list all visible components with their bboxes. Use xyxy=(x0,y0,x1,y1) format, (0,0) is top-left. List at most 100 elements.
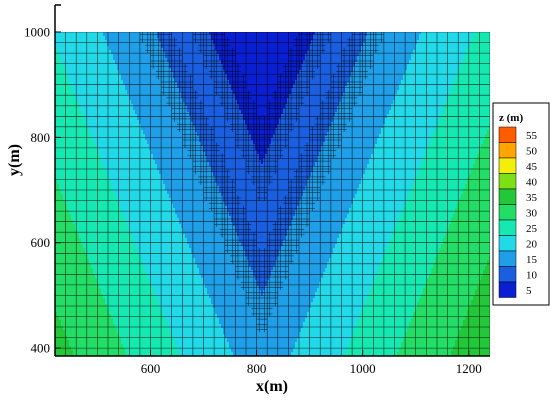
contour-cell xyxy=(111,256,113,258)
contour-cell xyxy=(111,100,113,102)
contour-cell xyxy=(71,112,73,114)
contour-cell xyxy=(105,70,107,72)
contour-cell xyxy=(93,296,95,298)
contour-cell xyxy=(111,204,113,206)
contour-cell xyxy=(83,328,85,330)
contour-cell xyxy=(61,128,63,130)
contour-cell xyxy=(91,318,93,320)
contour-cell xyxy=(101,244,103,246)
contour-cell xyxy=(57,164,59,166)
contour-cell xyxy=(111,234,113,236)
contour-cell xyxy=(93,248,95,250)
contour-cell xyxy=(67,152,69,154)
contour-cell xyxy=(81,118,83,120)
contour-cell xyxy=(67,214,69,216)
contour-cell xyxy=(81,172,83,174)
contour-cell xyxy=(99,96,101,98)
contour-cell xyxy=(59,174,61,176)
contour-cell xyxy=(63,338,65,340)
contour-cell xyxy=(79,212,81,214)
contour-cell xyxy=(99,180,101,182)
contour-cell xyxy=(73,218,75,220)
contour-cell xyxy=(71,270,73,272)
contour-cell xyxy=(69,212,71,214)
contour-cell xyxy=(87,218,89,220)
contour-cell xyxy=(109,66,111,68)
contour-cell xyxy=(109,258,111,260)
contour-cell xyxy=(59,314,61,316)
contour-cell xyxy=(81,180,83,182)
contour-cell xyxy=(61,186,63,188)
contour-cell xyxy=(61,192,63,194)
contour-cell xyxy=(73,148,75,150)
contour-cell xyxy=(63,180,65,182)
contour-cell xyxy=(93,82,95,84)
contour-cell xyxy=(91,132,93,134)
contour-cell xyxy=(59,334,61,336)
contour-cell xyxy=(59,68,61,70)
contour-cell xyxy=(89,144,91,146)
contour-cell xyxy=(91,180,93,182)
contour-cell xyxy=(69,256,71,258)
contour-cell xyxy=(57,120,59,122)
contour-cell xyxy=(57,244,59,246)
contour-cell xyxy=(105,310,107,312)
contour-cell xyxy=(77,84,79,86)
contour-cell xyxy=(111,114,113,116)
contour-cell xyxy=(83,314,85,316)
contour-cell xyxy=(109,306,111,308)
contour-cell xyxy=(103,96,105,98)
contour-cell xyxy=(103,280,105,282)
contour-cell xyxy=(103,234,105,236)
contour-cell xyxy=(73,166,75,168)
contour-cell xyxy=(99,36,101,38)
contour-cell xyxy=(71,240,73,242)
contour-cell xyxy=(99,204,101,206)
contour-cell xyxy=(109,88,111,90)
contour-cell xyxy=(95,250,97,252)
contour-cell xyxy=(105,224,107,226)
contour-cell xyxy=(69,240,71,242)
contour-cell xyxy=(109,92,111,94)
contour-cell xyxy=(57,114,59,116)
contour-cell xyxy=(63,90,65,92)
contour-cell xyxy=(83,248,85,250)
contour-cell xyxy=(103,244,105,246)
contour-cell xyxy=(83,148,85,150)
contour-cell xyxy=(93,34,95,36)
contour-cell xyxy=(89,142,91,144)
contour-cell xyxy=(111,32,113,34)
contour-cell xyxy=(79,96,81,98)
contour-cell xyxy=(81,36,83,38)
contour-cell xyxy=(91,156,93,158)
contour-cell xyxy=(83,334,85,336)
contour-cell xyxy=(73,286,75,288)
contour-cell xyxy=(73,246,75,248)
contour-cell xyxy=(95,342,97,344)
contour-cell xyxy=(81,88,83,90)
contour-cell xyxy=(101,106,103,108)
contour-cell xyxy=(67,80,69,82)
contour-cell xyxy=(79,78,81,80)
contour-cell xyxy=(59,38,61,40)
contour-cell xyxy=(81,108,83,110)
contour-cell xyxy=(71,102,73,104)
contour-cell xyxy=(59,342,61,344)
contour-cell xyxy=(67,322,69,324)
contour-cell xyxy=(59,280,61,282)
contour-cell xyxy=(87,48,89,50)
contour-cell xyxy=(57,330,59,332)
contour-cell xyxy=(61,290,63,292)
contour-cell xyxy=(115,56,117,58)
contour-cell xyxy=(111,320,113,322)
contour-cell xyxy=(79,92,81,94)
contour-cell xyxy=(67,60,69,62)
contour-cell xyxy=(111,112,113,114)
contour-cell xyxy=(67,340,69,342)
contour-cell xyxy=(69,334,71,336)
contour-cell xyxy=(95,258,97,260)
contour-cell xyxy=(81,164,83,166)
contour-cell xyxy=(91,248,93,250)
contour-cell xyxy=(63,54,65,56)
contour-cell xyxy=(105,306,107,308)
